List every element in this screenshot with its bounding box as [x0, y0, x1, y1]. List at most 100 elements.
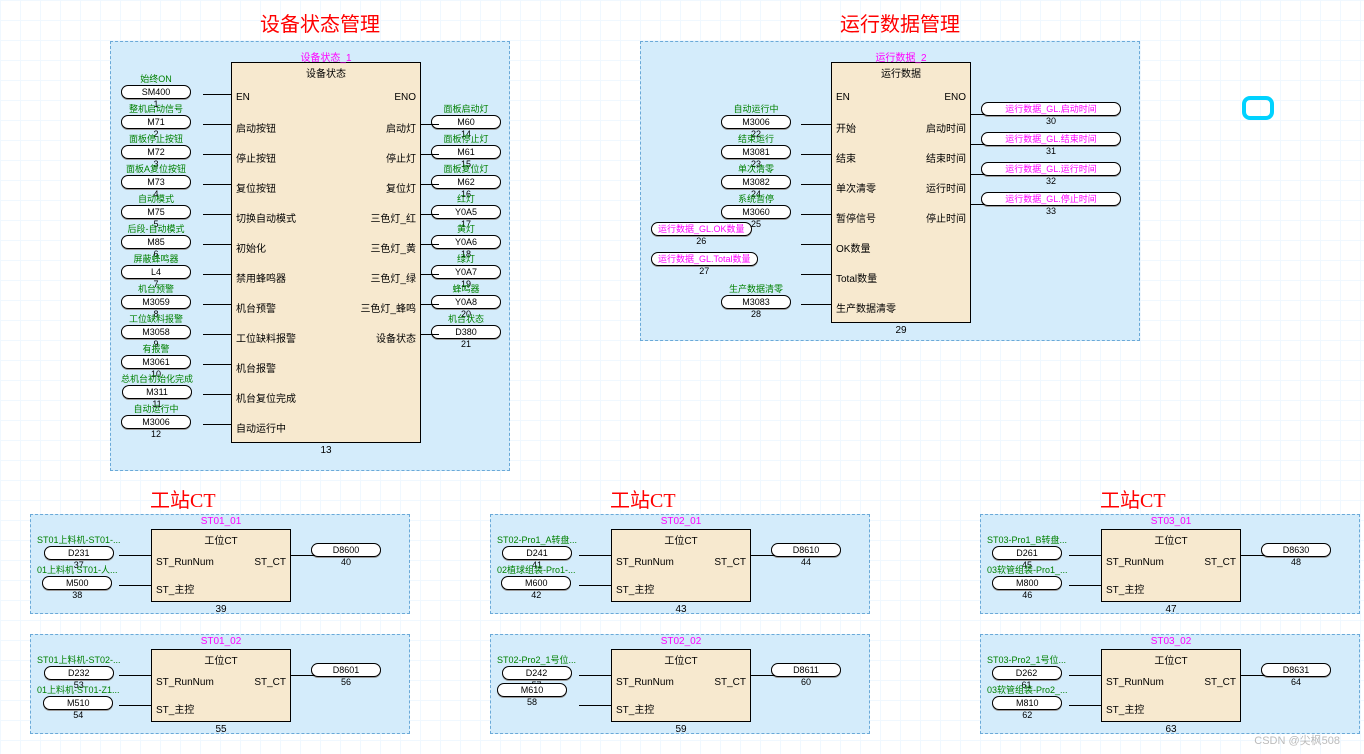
- tag-pill[interactable]: Y0A6: [431, 235, 501, 249]
- tag-pill[interactable]: 运行数据_GL.结束时间: [981, 132, 1121, 146]
- port-left: EN: [236, 92, 250, 103]
- tag-pill[interactable]: Y0A5: [431, 205, 501, 219]
- tag-pill[interactable]: D8611: [771, 663, 841, 677]
- tag-pill[interactable]: M600: [501, 576, 571, 590]
- tag-pill[interactable]: M311: [122, 385, 192, 399]
- region-device-status: 设备状态_1 设备状态 ENENO启动按钮启动灯停止按钮停止灯复位按钮复位灯切换…: [110, 41, 510, 471]
- tag-pill[interactable]: SM400: [121, 85, 191, 99]
- io-tag: 机台状态D38021: [431, 312, 501, 349]
- tag-label: 黄灯: [457, 222, 475, 235]
- tag-pill[interactable]: D231: [44, 546, 114, 560]
- tag-label: 面板停止灯: [443, 132, 488, 145]
- fb-index: 13: [232, 445, 420, 456]
- port-right: 运行时间: [926, 180, 966, 195]
- tag-label: 红灯: [457, 192, 475, 205]
- region-ct: ST03_02工位CTST_RunNumST_CTST_主控63ST03-Pro…: [980, 634, 1360, 734]
- tag-label: 后段-自动模式: [128, 222, 185, 235]
- floating-button[interactable]: [1242, 96, 1274, 120]
- tag-pill[interactable]: 运行数据_GL.运行时间: [981, 162, 1121, 176]
- tag-pill[interactable]: M3083: [721, 295, 791, 309]
- port-row: ST_RunNumST_CT: [612, 669, 750, 695]
- tag-pill[interactable]: L4: [121, 265, 191, 279]
- tag-pill[interactable]: M3059: [121, 295, 191, 309]
- port-right: ST_CT: [1204, 677, 1236, 688]
- tag-pill[interactable]: D8630: [1261, 543, 1331, 557]
- tag-pill[interactable]: D8631: [1261, 663, 1331, 677]
- tag-label: 面板复位灯: [443, 162, 488, 175]
- fb-index: 55: [152, 724, 290, 735]
- tag-pill[interactable]: D262: [992, 666, 1062, 680]
- tag-pill[interactable]: M71: [121, 115, 191, 129]
- tag-pill[interactable]: M800: [992, 576, 1062, 590]
- tag-pill[interactable]: M3082: [721, 175, 791, 189]
- port-left: OK数量: [836, 240, 870, 255]
- tag-pill[interactable]: M61: [431, 145, 501, 159]
- port-left: 机台报警: [236, 360, 276, 375]
- tag-pill[interactable]: M85: [121, 235, 191, 249]
- fb-ct: ST03_02工位CTST_RunNumST_CTST_主控63: [1101, 649, 1241, 722]
- section-title: 工站CT: [1100, 484, 1166, 513]
- tag-index: 32: [1046, 176, 1056, 186]
- tag-pill[interactable]: M3081: [721, 145, 791, 159]
- io-tag: 生产数据清零M308328: [721, 282, 791, 319]
- tag-pill[interactable]: 运行数据_GL.停止时间: [981, 192, 1121, 206]
- port-row: ST_主控: [612, 575, 750, 601]
- port-left: 复位按钮: [236, 180, 276, 195]
- tag-label: 系统暂停: [738, 192, 774, 205]
- port-row: ST_RunNumST_CT: [152, 669, 290, 695]
- tag-pill[interactable]: D232: [44, 666, 114, 680]
- region-ct: ST03_01工位CTST_RunNumST_CTST_主控47ST03-Pro…: [980, 514, 1360, 614]
- port-right: ST_CT: [714, 557, 746, 568]
- tag-pill[interactable]: 运行数据_GL.启动时间: [981, 102, 1121, 116]
- port-row: ST_主控: [1102, 575, 1240, 601]
- tag-pill[interactable]: M810: [992, 696, 1062, 710]
- tag-pill[interactable]: D261: [992, 546, 1062, 560]
- tag-pill[interactable]: M3061: [121, 355, 191, 369]
- tag-pill[interactable]: Y0A7: [431, 265, 501, 279]
- port-row: 复位按钮 复位灯: [232, 172, 420, 202]
- tag-pill[interactable]: M510: [43, 696, 113, 710]
- tag-pill[interactable]: D241: [502, 546, 572, 560]
- port-right: 复位灯: [386, 180, 416, 195]
- port-row: ST_RunNumST_CT: [1102, 669, 1240, 695]
- port-left: 切换自动模式: [236, 210, 296, 225]
- tag-pill[interactable]: M62: [431, 175, 501, 189]
- tag-pill[interactable]: Y0A8: [431, 295, 501, 309]
- port-row: 初始化三色灯_黄: [232, 232, 420, 262]
- port-right: 三色灯_红: [370, 210, 416, 225]
- fb-type: 运行数据: [832, 63, 970, 82]
- tag-pill[interactable]: 运行数据_GL.Total数量: [651, 252, 758, 266]
- fb-type: 工位CT: [612, 530, 750, 549]
- io-tag: D863048: [1261, 543, 1331, 567]
- io-tag: 01上料机 ST01-人...M50038: [37, 563, 118, 600]
- tag-pill[interactable]: M500: [42, 576, 112, 590]
- tag-pill[interactable]: D380: [431, 325, 501, 339]
- tag-pill[interactable]: M60: [431, 115, 501, 129]
- io-tag: 运行数据_GL.OK数量26: [651, 222, 752, 246]
- port-row: 切换自动模式 三色灯_红: [232, 202, 420, 232]
- port-left: 单次清零: [836, 180, 876, 195]
- port-left: ST_主控: [616, 581, 654, 596]
- tag-pill[interactable]: D8601: [311, 663, 381, 677]
- fb-ct: ST01_02工位CTST_RunNumST_CTST_主控55: [151, 649, 291, 722]
- tag-pill[interactable]: M3006: [121, 415, 191, 429]
- tag-pill[interactable]: M3058: [121, 325, 191, 339]
- tag-pill[interactable]: D242: [502, 666, 572, 680]
- tag-pill[interactable]: D8610: [771, 543, 841, 557]
- tag-pill[interactable]: M610: [497, 683, 567, 697]
- port-row: ENENO: [232, 82, 420, 112]
- tag-pill[interactable]: M75: [121, 205, 191, 219]
- tag-index: 38: [72, 590, 82, 600]
- port-row: 机台复位完成: [232, 382, 420, 412]
- fb-instance-name: 运行数据_2: [832, 49, 970, 64]
- port-row: 暂停信号停止时间: [832, 202, 970, 232]
- tag-label: 机台预警: [138, 282, 174, 295]
- tag-label: 自动运行中: [733, 102, 778, 115]
- tag-pill[interactable]: D8600: [311, 543, 381, 557]
- tag-pill[interactable]: M72: [121, 145, 191, 159]
- watermark: CSDN @尖枫508: [1254, 732, 1340, 748]
- tag-pill[interactable]: M3060: [721, 205, 791, 219]
- tag-pill[interactable]: M3006: [721, 115, 791, 129]
- tag-pill[interactable]: M73: [121, 175, 191, 189]
- tag-pill[interactable]: 运行数据_GL.OK数量: [651, 222, 752, 236]
